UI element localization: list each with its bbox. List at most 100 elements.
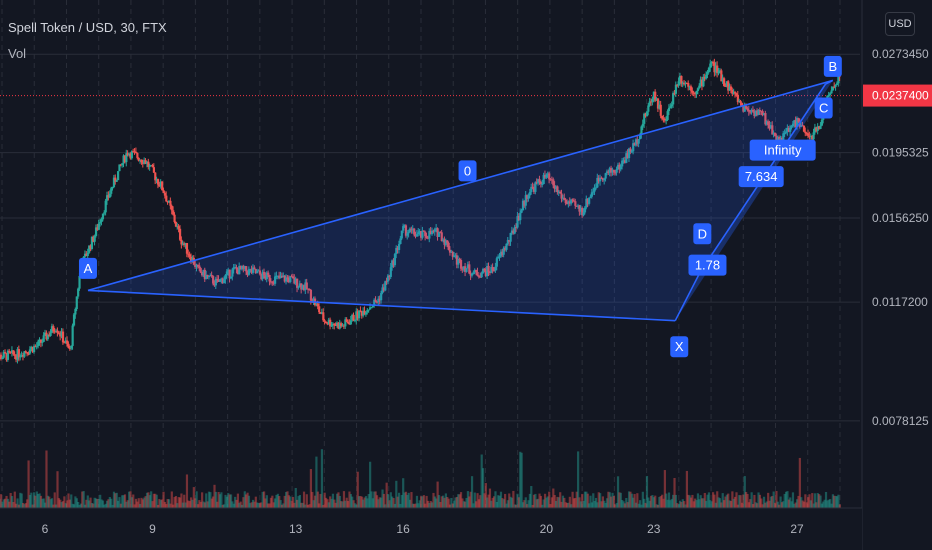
candle-body [492, 270, 496, 272]
candle-body [400, 230, 403, 239]
pattern-leg-xd [674, 271, 702, 322]
volume-bar [19, 492, 22, 508]
candle-body [425, 236, 428, 238]
candle-body [291, 276, 295, 279]
candle-body [574, 201, 577, 206]
volume-bar [771, 495, 774, 508]
volume-bar [827, 499, 830, 508]
candle-body [495, 258, 498, 267]
candle-body [377, 298, 380, 302]
candle-body [251, 267, 255, 273]
currency-button[interactable]: USD [885, 12, 915, 36]
candle-body [710, 61, 713, 64]
candle-body [104, 200, 107, 213]
candle-body [161, 181, 164, 191]
candle-body [582, 212, 585, 216]
candle-body [8, 350, 11, 352]
pattern-point-x-text: X [675, 339, 684, 354]
volume-bar [557, 497, 560, 508]
volume-bar [128, 491, 131, 508]
candle-body [254, 269, 257, 274]
pattern-point-a-bg [78, 257, 97, 279]
volume-bar [612, 495, 616, 508]
candle-body [345, 319, 348, 322]
candle-body [238, 265, 241, 275]
volume-bar [85, 499, 88, 508]
volume-bar [833, 495, 836, 508]
volume-bar [473, 492, 476, 508]
candle-body [30, 346, 33, 350]
candle-body [110, 188, 113, 194]
harmonic-pattern[interactable]: X A B C D 0 1.78 7.634 Infinity [78, 55, 842, 358]
candle-body [557, 191, 560, 193]
candle-body [656, 98, 660, 109]
candle-body [269, 281, 273, 283]
candle-body [272, 282, 275, 284]
volume-bar [242, 497, 245, 508]
candle-body [366, 309, 369, 313]
volume-bar [424, 503, 427, 508]
volume-bar [349, 494, 352, 508]
candle-body [588, 197, 591, 204]
volume-bar [86, 495, 89, 508]
volume-bar [406, 494, 409, 508]
candle-body [651, 99, 654, 102]
volume-indicator-label[interactable]: Vol [8, 46, 27, 61]
volume-bar [574, 498, 577, 508]
candle-body [597, 177, 600, 182]
candle-body [694, 92, 697, 95]
volume-bar [443, 497, 446, 508]
candle-body [429, 231, 432, 235]
candle-body [312, 298, 315, 302]
volume-bar [45, 450, 48, 508]
candle-body [59, 333, 62, 337]
volume-bar [52, 504, 55, 508]
volume-bar [442, 495, 445, 508]
volume-bar [82, 491, 85, 508]
candle-body [89, 245, 92, 249]
candle-body [692, 92, 695, 94]
volume-bar [732, 498, 735, 508]
candle-body [550, 179, 554, 181]
candle-body [767, 121, 770, 126]
candle-body [205, 274, 208, 280]
candle-body [60, 331, 63, 337]
volume-bar [5, 495, 8, 508]
volume-bar [272, 502, 275, 508]
volume-bar [636, 493, 639, 508]
candle-body [498, 256, 501, 258]
volume-bar [141, 499, 144, 508]
volume-bar [758, 494, 762, 508]
candle-body [111, 187, 114, 189]
candle-body [41, 341, 44, 343]
candle-body [282, 275, 285, 278]
candle-body [125, 153, 128, 163]
volume-bar [528, 493, 532, 508]
candle-body [324, 321, 328, 324]
volume-bar [554, 500, 558, 508]
volume-bar [166, 498, 169, 508]
candle-body [432, 230, 435, 232]
candle-body [359, 310, 362, 312]
volume-bar [64, 503, 67, 508]
volume-bar [225, 496, 229, 508]
volume-bar [517, 497, 520, 508]
candle-body [245, 266, 248, 272]
pattern-ratio-3: Infinity [749, 139, 816, 161]
volume-bar [88, 500, 91, 508]
volume-bar [202, 501, 205, 508]
candle-body [468, 264, 471, 274]
volume-bar [515, 504, 518, 508]
candle-body [640, 126, 643, 135]
volume-bar [420, 496, 423, 508]
candle-body [586, 198, 589, 204]
candle-body [466, 264, 470, 269]
volume-bar [625, 497, 628, 508]
candle-body [594, 187, 598, 189]
candle-body [786, 127, 789, 132]
volume-bar [581, 493, 584, 508]
volume-bar [674, 494, 677, 508]
symbol-title: Spell Token / USD, 30, FTX [8, 20, 167, 35]
volume-bar [721, 493, 724, 508]
